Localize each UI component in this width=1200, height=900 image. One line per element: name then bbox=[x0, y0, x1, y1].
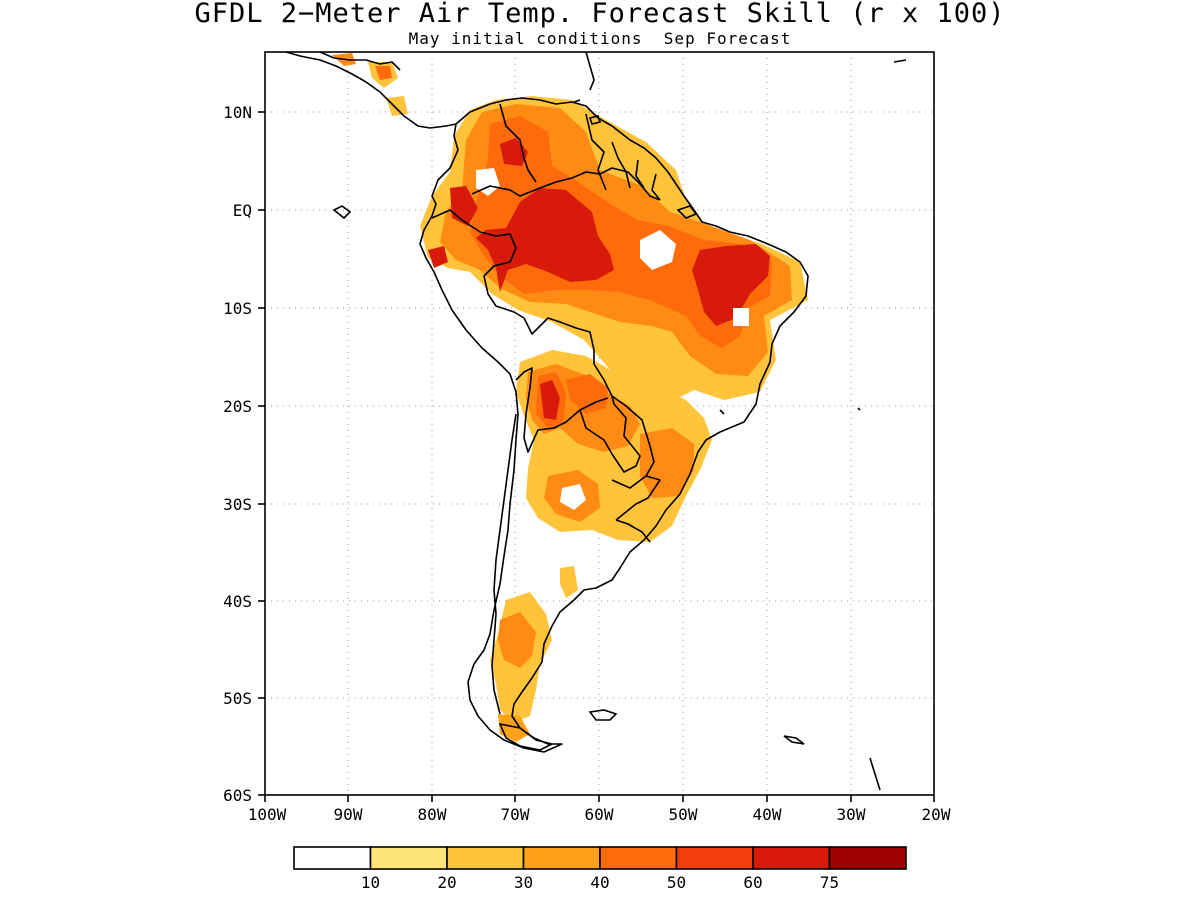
coastlines bbox=[285, 52, 809, 753]
trinidad-island bbox=[588, 115, 602, 125]
legend-swatch bbox=[675, 846, 754, 870]
skill-region-central-america bbox=[386, 96, 408, 116]
legend-label: 40 bbox=[590, 873, 609, 892]
lon-tick-label: 20W bbox=[922, 805, 951, 824]
skill-region-north bbox=[470, 116, 772, 348]
caribbean-coast bbox=[585, 52, 595, 91]
skill-region-central bbox=[566, 374, 608, 414]
lon-tick-label: 100W bbox=[248, 805, 287, 824]
lon-tick-label: 40W bbox=[753, 805, 782, 824]
skill-gap bbox=[733, 308, 749, 326]
falkland-islands bbox=[588, 709, 618, 721]
country-border bbox=[523, 317, 655, 477]
map-title: GFDL 2−Meter Air Temp. Forecast Skill (r… bbox=[194, 0, 1006, 29]
skill-region-central bbox=[640, 428, 694, 498]
central-america-coast bbox=[285, 52, 457, 129]
skill-region-patagonia bbox=[560, 566, 578, 598]
galapagos-islands bbox=[332, 205, 352, 220]
country-border bbox=[491, 413, 517, 715]
island-dots bbox=[573, 59, 907, 791]
lon-tick-label: 70W bbox=[501, 805, 530, 824]
country-border bbox=[615, 519, 651, 543]
country-border bbox=[471, 167, 661, 201]
legend-swatch bbox=[522, 846, 601, 870]
legend-swatch bbox=[369, 846, 448, 870]
lat-tick-label: 10N bbox=[223, 103, 252, 122]
map-area bbox=[265, 52, 934, 795]
skill-region-patagonia bbox=[498, 612, 536, 668]
tick-marks bbox=[258, 111, 935, 802]
skill-region-north bbox=[692, 244, 770, 326]
legend-label: 20 bbox=[437, 873, 456, 892]
tierra-del-fuego bbox=[498, 722, 555, 751]
country-border bbox=[499, 103, 537, 183]
skill-gap bbox=[640, 230, 676, 270]
legend-label: 30 bbox=[514, 873, 533, 892]
legend-swatch bbox=[828, 846, 907, 870]
south-america-outline bbox=[419, 97, 809, 753]
country-border bbox=[611, 141, 631, 189]
legend-swatch bbox=[293, 846, 372, 870]
lon-tick-label: 90W bbox=[334, 805, 363, 824]
lat-tick-label: 60S bbox=[223, 786, 252, 805]
skill-shading bbox=[332, 53, 808, 742]
islands bbox=[332, 52, 907, 791]
legend-label: 10 bbox=[361, 873, 380, 892]
country-border bbox=[635, 159, 645, 189]
lon-tick-labels: 100W 90W 80W 70W 60W 50W 40W 30W 20W bbox=[248, 805, 951, 824]
lat-tick-label: 50S bbox=[223, 689, 252, 708]
skill-region-central-america bbox=[375, 66, 392, 80]
lon-tick-label: 60W bbox=[585, 805, 614, 824]
country-border bbox=[651, 173, 661, 201]
lon-tick-label: 50W bbox=[669, 805, 698, 824]
lat-tick-labels: 10N EQ 10S 20S 30S 40S 50S 60S bbox=[223, 103, 252, 805]
marajo-island bbox=[676, 205, 698, 219]
skill-region-north bbox=[476, 188, 614, 292]
lon-tick-label: 80W bbox=[418, 805, 447, 824]
country-border bbox=[611, 475, 661, 521]
country-border bbox=[585, 113, 607, 191]
map-subtitle: May initial conditions Sep Forecast bbox=[408, 29, 792, 48]
legend-label: 60 bbox=[743, 873, 762, 892]
lat-tick-label: EQ bbox=[233, 201, 252, 220]
skill-region-patagonia bbox=[498, 714, 530, 742]
legend-swatch bbox=[446, 846, 525, 870]
lon-tick-label: 30W bbox=[837, 805, 866, 824]
skill-region-central bbox=[540, 380, 560, 420]
lat-tick-label: 30S bbox=[223, 495, 252, 514]
color-legend: 10 20 30 40 50 60 75 bbox=[293, 846, 907, 892]
legend-label: 50 bbox=[667, 873, 686, 892]
lat-tick-label: 20S bbox=[223, 397, 252, 416]
legend-swatch bbox=[752, 846, 831, 870]
central-america-coast bbox=[319, 52, 401, 71]
country-border bbox=[579, 395, 641, 473]
lat-tick-label: 10S bbox=[223, 299, 252, 318]
skill-gap bbox=[560, 484, 586, 510]
legend-swatch bbox=[599, 846, 678, 870]
country-border bbox=[431, 209, 525, 319]
lat-tick-label: 40S bbox=[223, 592, 252, 611]
south-georgia-island bbox=[783, 735, 805, 745]
legend-label: 75 bbox=[820, 873, 839, 892]
skill-region-north bbox=[428, 246, 448, 268]
